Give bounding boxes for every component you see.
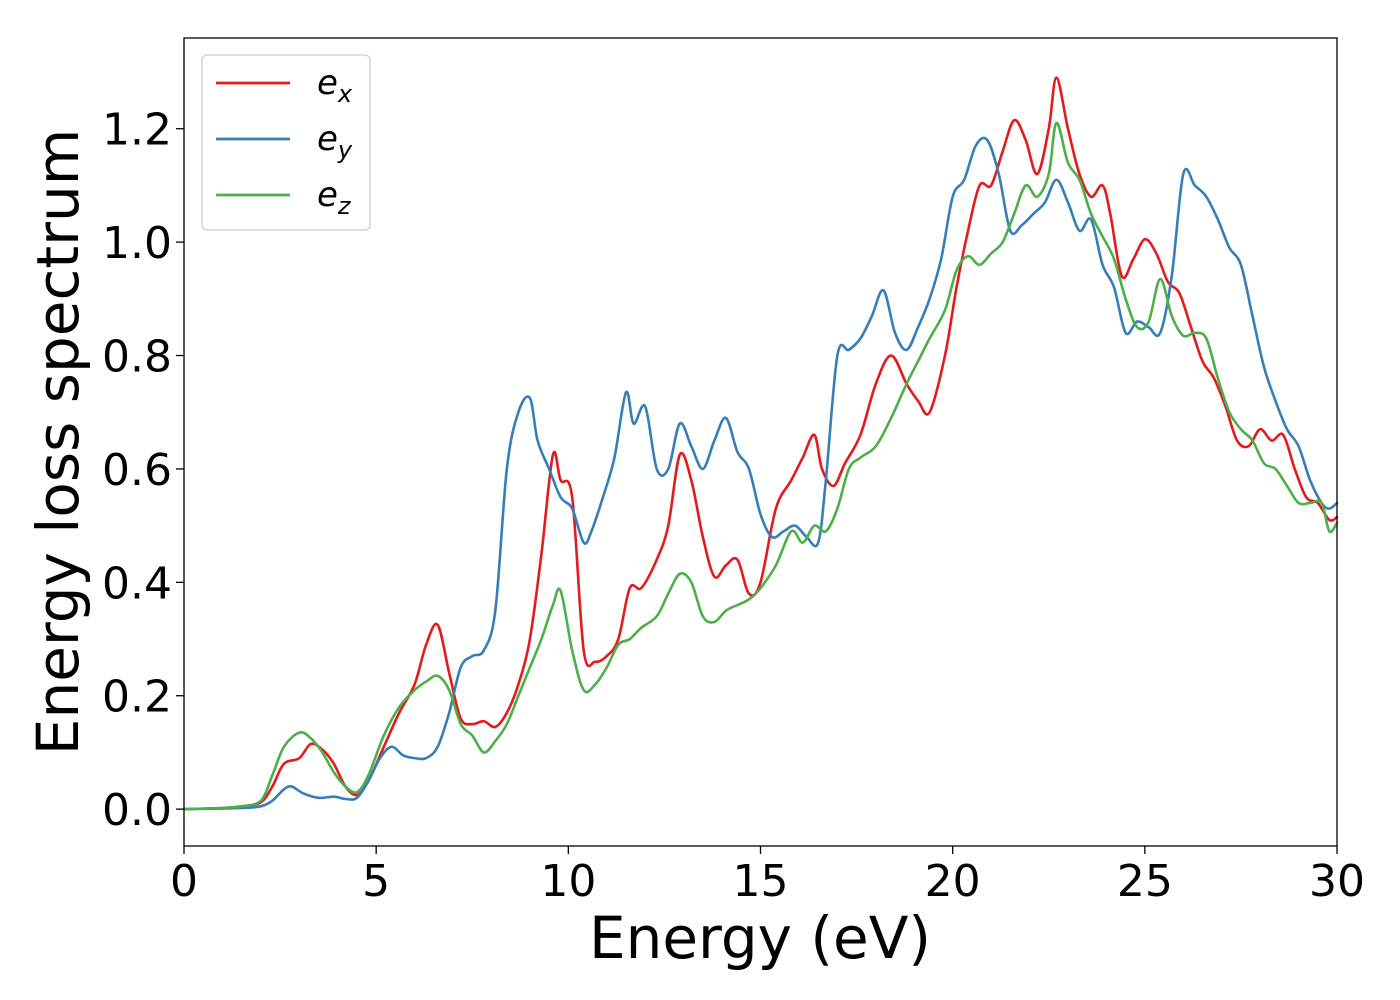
y-tick-label: 1.2 bbox=[102, 105, 172, 156]
legend-label-ey: ey bbox=[317, 119, 353, 164]
y-tick-label: 0.0 bbox=[102, 785, 172, 836]
y-tick-label: 0.4 bbox=[102, 558, 172, 609]
x-tick-label: 25 bbox=[1117, 856, 1173, 907]
x-axis-title: Energy (eV) bbox=[589, 904, 931, 972]
x-tick-label: 10 bbox=[540, 856, 596, 907]
series-line-ey bbox=[182, 136, 1339, 811]
series-layer bbox=[182, 76, 1339, 811]
legend-entries: ex ey ez bbox=[216, 63, 353, 220]
y-axis-title: Energy loss spectrum bbox=[24, 129, 92, 755]
series-line-ez bbox=[182, 121, 1339, 811]
legend: ex ey ez bbox=[201, 54, 371, 231]
legend-label-ez: ez bbox=[317, 175, 352, 220]
x-tick-label: 15 bbox=[733, 856, 789, 907]
y-axis: 0.0 0.2 0.4 0.6 0.8 1.0 1.2 bbox=[102, 105, 184, 836]
x-tick-label: 0 bbox=[170, 856, 198, 907]
x-tick-label: 20 bbox=[925, 856, 981, 907]
y-tick-label: 0.8 bbox=[102, 332, 172, 383]
x-axis: 0 5 10 15 20 25 30 bbox=[170, 846, 1365, 907]
legend-box bbox=[201, 54, 371, 231]
legend-label-ex: ex bbox=[317, 63, 353, 108]
y-tick-label: 0.6 bbox=[102, 445, 172, 496]
x-tick-label: 30 bbox=[1309, 856, 1365, 907]
series-line-ex bbox=[182, 76, 1339, 811]
x-tick-label: 5 bbox=[362, 856, 390, 907]
y-tick-label: 0.2 bbox=[102, 672, 172, 723]
y-tick-label: 1.0 bbox=[102, 218, 172, 269]
